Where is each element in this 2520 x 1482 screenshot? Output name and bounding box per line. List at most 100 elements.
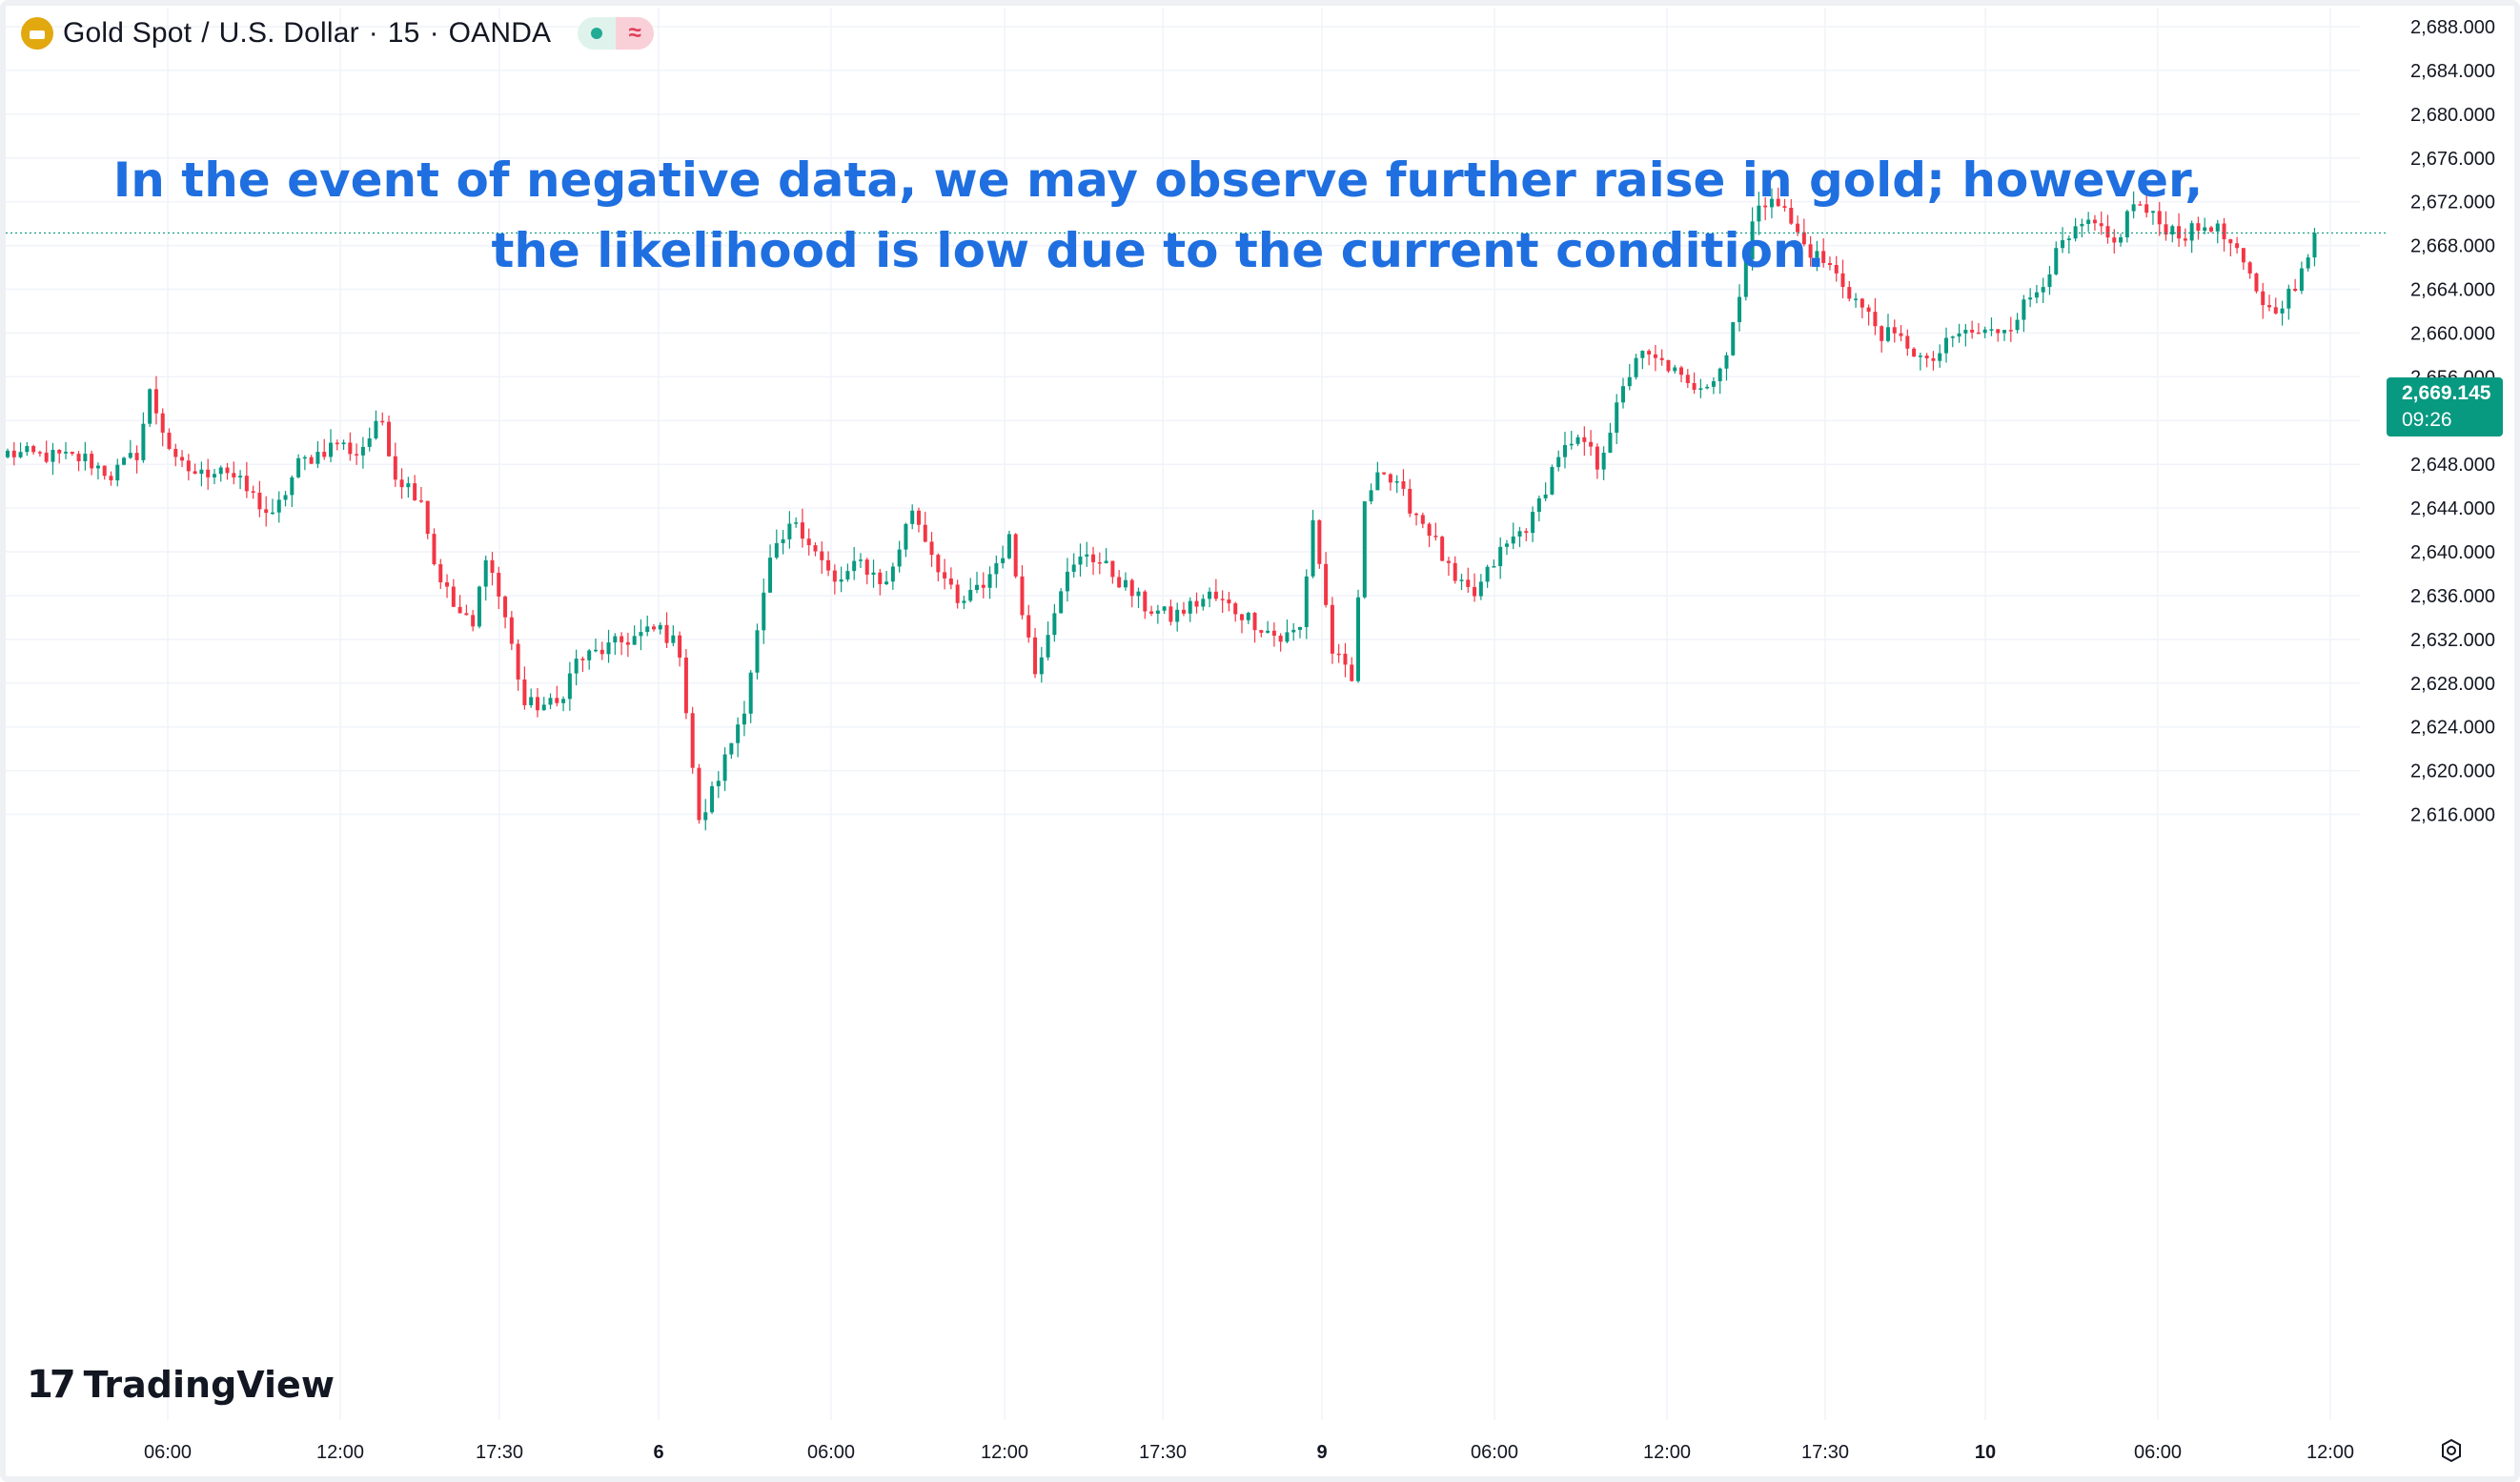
symbol-header[interactable]: Gold Spot / U.S. Dollar · 15 · OANDA ≈ bbox=[21, 17, 655, 50]
candle-body bbox=[1059, 591, 1064, 614]
candle-body bbox=[1885, 327, 1890, 341]
x-tick-label: 17:30 bbox=[476, 1442, 523, 1463]
x-tick-label: 10 bbox=[1975, 1442, 1996, 1463]
candle-body bbox=[2080, 224, 2084, 227]
current-price-value: 2,669.145 bbox=[2402, 382, 2491, 404]
candle-body bbox=[153, 389, 158, 414]
candle-body bbox=[2306, 257, 2310, 269]
candle-body bbox=[1698, 388, 1703, 391]
x-tick-label: 06:00 bbox=[144, 1442, 192, 1463]
candle-body bbox=[367, 438, 372, 447]
candle-body bbox=[380, 420, 385, 423]
candle-body bbox=[516, 643, 520, 680]
dot-separator-1: · bbox=[368, 17, 378, 49]
candle-body bbox=[2008, 330, 2013, 332]
tradingview-logo[interactable]: 17 TradingView bbox=[27, 1363, 335, 1407]
candle-body bbox=[1039, 657, 1044, 675]
candle-body bbox=[826, 559, 831, 571]
candle-body bbox=[652, 626, 656, 630]
candle-body bbox=[1311, 519, 1315, 577]
candle-body bbox=[2170, 226, 2175, 235]
candle-body bbox=[1369, 490, 1373, 502]
candle-body bbox=[399, 479, 404, 488]
candle-body bbox=[483, 559, 488, 587]
candle-body bbox=[1175, 609, 1180, 622]
candle-body bbox=[1227, 599, 1231, 604]
candle-body bbox=[355, 454, 359, 456]
candle-body bbox=[664, 624, 669, 643]
candle-body bbox=[1582, 436, 1587, 442]
candle-body bbox=[2235, 243, 2240, 249]
candle-body bbox=[1679, 367, 1684, 376]
candle-body bbox=[503, 596, 508, 618]
candle-body bbox=[820, 551, 824, 560]
currency-name: U.S. Dollar bbox=[218, 17, 359, 49]
y-tick-label: 2,640.000 bbox=[2410, 542, 2495, 563]
candle-body bbox=[218, 467, 223, 475]
candle-body bbox=[1317, 519, 1322, 564]
current-price-badge: 2,669.145 09:26 bbox=[2387, 377, 2503, 436]
status-pill[interactable]: ≈ bbox=[578, 17, 655, 50]
candle-body bbox=[1013, 534, 1018, 577]
candle-body bbox=[2119, 237, 2124, 243]
candle-body bbox=[852, 560, 857, 572]
candle-body bbox=[768, 558, 773, 593]
candle-body bbox=[1298, 626, 1302, 630]
candle-body bbox=[975, 584, 979, 590]
candle-body bbox=[2047, 274, 2052, 288]
candle-body bbox=[678, 635, 682, 658]
candle-body bbox=[57, 450, 62, 454]
candle-body bbox=[1892, 327, 1897, 334]
candle-body bbox=[2273, 307, 2278, 314]
candle-body bbox=[1970, 330, 1975, 333]
candle-body bbox=[1595, 446, 1599, 470]
settings-icon[interactable] bbox=[2438, 1437, 2465, 1464]
candle-body bbox=[1659, 357, 1664, 360]
candle-body bbox=[490, 559, 495, 574]
candle-body bbox=[1531, 512, 1535, 534]
interval-label[interactable]: 15 bbox=[387, 17, 420, 49]
candle-body bbox=[264, 509, 269, 514]
y-tick-label: 2,664.000 bbox=[2410, 280, 2495, 301]
candle-body bbox=[1711, 381, 1716, 387]
candle-body bbox=[2022, 299, 2026, 320]
candle-body bbox=[2203, 227, 2207, 232]
candle-body bbox=[567, 673, 572, 700]
candle-body bbox=[1065, 571, 1069, 592]
candle-body bbox=[413, 483, 417, 500]
candle-body bbox=[315, 452, 320, 464]
x-tick-label: 12:00 bbox=[316, 1442, 364, 1463]
candle-body bbox=[968, 589, 973, 601]
candle-body bbox=[871, 572, 876, 576]
candle-body bbox=[1834, 264, 1839, 274]
candle-body bbox=[2299, 268, 2304, 292]
candle-body bbox=[360, 446, 365, 456]
candle-body bbox=[1285, 632, 1290, 642]
candle-body bbox=[1796, 223, 1800, 233]
candle-body bbox=[1420, 515, 1425, 524]
candle-body bbox=[716, 781, 721, 786]
y-tick-label: 2,660.000 bbox=[2410, 323, 2495, 344]
candle-body bbox=[522, 679, 527, 705]
candle-body bbox=[1957, 333, 1961, 337]
candle-body bbox=[1782, 206, 1787, 208]
candle-body bbox=[1350, 664, 1354, 681]
candle-body bbox=[755, 630, 760, 673]
candle-body bbox=[1446, 560, 1451, 563]
y-tick-label: 2,632.000 bbox=[2410, 630, 2495, 651]
candle-body bbox=[2254, 273, 2259, 292]
candle-body bbox=[1789, 207, 1794, 224]
candle-body bbox=[1685, 375, 1690, 383]
candle-body bbox=[406, 483, 411, 488]
candle-body bbox=[541, 704, 546, 711]
x-tick-label: 9 bbox=[1316, 1442, 1327, 1463]
dot-separator-2: · bbox=[429, 17, 439, 49]
candle-body bbox=[2280, 308, 2285, 314]
candle-body bbox=[464, 613, 469, 616]
candle-body bbox=[2144, 204, 2149, 213]
candle-body bbox=[341, 442, 346, 445]
candle-body bbox=[1640, 351, 1645, 358]
candle-body bbox=[180, 457, 185, 461]
candle-body bbox=[1006, 534, 1011, 558]
